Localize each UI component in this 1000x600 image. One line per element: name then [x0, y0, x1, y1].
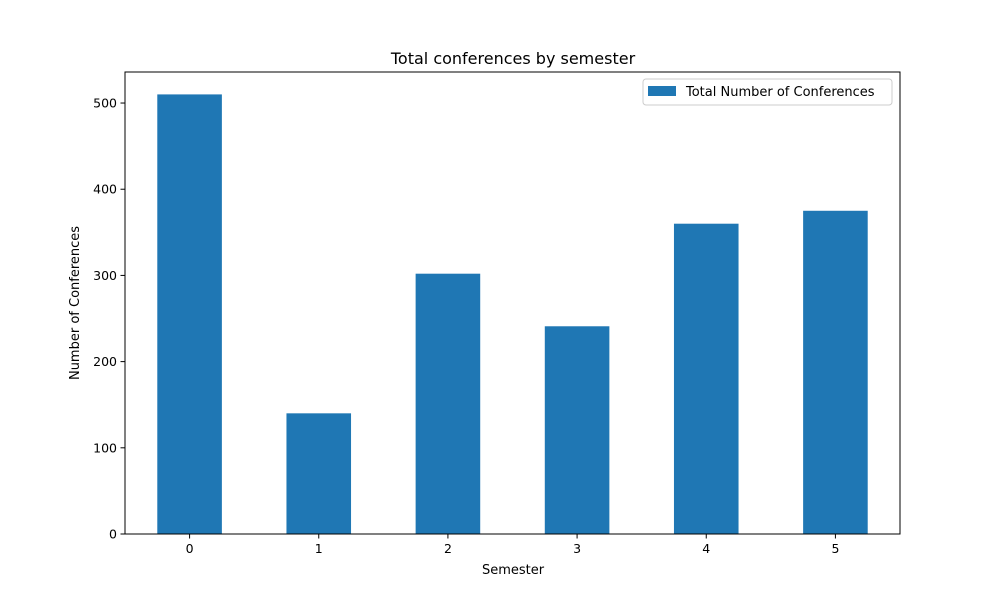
plot-area: 0 1 2 3 4 5 0 100 200 300 400 500 — [93, 71, 901, 556]
x-axis-label: Semester — [482, 563, 545, 578]
y-tick-label-0: 0 — [109, 527, 117, 542]
y-tick-label-100: 100 — [93, 440, 117, 455]
y-tick-label-300: 300 — [93, 268, 117, 283]
chart-title: Total conferences by semester — [390, 49, 636, 68]
bar-0 — [157, 94, 222, 534]
legend: Total Number of Conferences — [642, 78, 893, 106]
x-tick-label-1: 1 — [315, 541, 323, 556]
bar-5 — [803, 210, 868, 534]
plot-frame — [124, 71, 901, 535]
x-tick-label-3: 3 — [573, 541, 581, 556]
bar-1 — [286, 413, 352, 534]
legend-label: Total Number of Conferences — [685, 85, 875, 100]
y-tick-label-400: 400 — [93, 182, 117, 197]
legend-box — [642, 78, 893, 106]
y-axis-label: Number of Conferences — [68, 226, 83, 380]
legend-swatch — [648, 86, 676, 96]
bar-3 — [544, 326, 610, 534]
bar-2 — [415, 273, 481, 534]
x-tick-label-5: 5 — [831, 541, 839, 556]
x-tick-label-4: 4 — [702, 541, 710, 556]
bar-4 — [673, 223, 739, 535]
x-tick-label-0: 0 — [186, 541, 194, 556]
x-tick-label-2: 2 — [444, 541, 452, 556]
y-tick-label-500: 500 — [93, 96, 117, 111]
y-tick-label-200: 200 — [93, 354, 117, 369]
